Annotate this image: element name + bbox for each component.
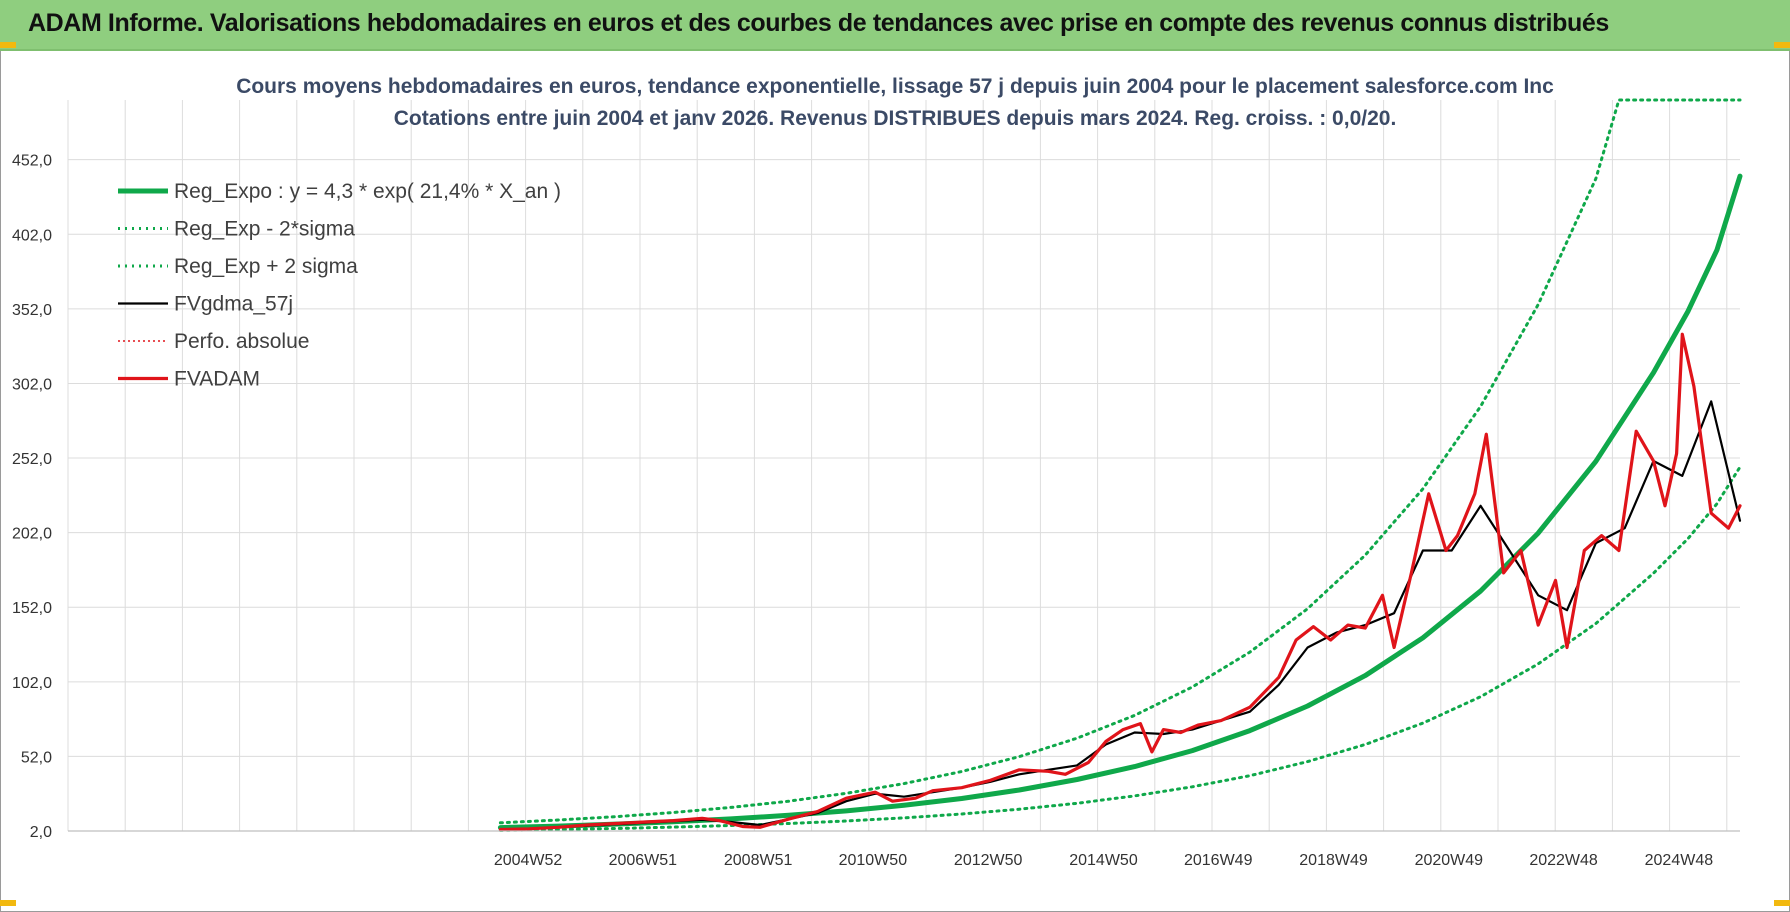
y-tick-label: 452,0 bbox=[12, 153, 52, 170]
corner-marker bbox=[0, 900, 16, 906]
corner-marker bbox=[1774, 42, 1790, 48]
legend-label: Reg_Expo : y = 4,3 * exp( 21,4% * X_an ) bbox=[174, 180, 561, 203]
corner-marker bbox=[1774, 900, 1790, 906]
y-tick-label: 202,0 bbox=[12, 526, 52, 543]
x-tick-label: 2004W52 bbox=[494, 852, 563, 869]
x-tick-label: 2022W48 bbox=[1529, 852, 1598, 869]
axes: 2,0 52,0 102,0 152,0 202,0 252,0 302,0 352,0 402… bbox=[12, 153, 1740, 869]
y-tick-label: 252,0 bbox=[12, 451, 52, 468]
x-tick-label: 2006W51 bbox=[609, 852, 678, 869]
y-tick-label: 52,0 bbox=[21, 749, 52, 766]
corner-marker bbox=[0, 42, 16, 48]
series-line-3 bbox=[499, 400, 1742, 831]
y-tick-label: 352,0 bbox=[12, 302, 52, 319]
legend-label: Reg_Exp - 2*sigma bbox=[174, 218, 355, 241]
y-tick-label: 102,0 bbox=[12, 675, 52, 692]
series-line-1 bbox=[498, 465, 1742, 832]
header-banner: ADAM Informe. Valorisations hebdomadaire… bbox=[0, 0, 1790, 51]
legend-label: Reg_Exp + 2 sigma bbox=[174, 255, 358, 278]
y-tick-label: 402,0 bbox=[12, 227, 52, 244]
chart-title: Cours moyens hebdomadaires en euros, ten… bbox=[236, 75, 1554, 98]
y-tick-label: 152,0 bbox=[12, 600, 52, 617]
y-tick-label: 2,0 bbox=[30, 824, 52, 841]
x-tick-label: 2010W50 bbox=[839, 852, 908, 869]
series-line-5 bbox=[498, 332, 1742, 832]
legend: Reg_Expo : y = 4,3 * exp( 21,4% * X_an )… bbox=[118, 180, 561, 391]
legend-label: FVADAM bbox=[174, 368, 260, 391]
chart-subtitle: Cotations entre juin 2004 et janv 2026. … bbox=[394, 107, 1397, 130]
x-tick-label: 2016W49 bbox=[1184, 852, 1253, 869]
legend-label: Perfo. absolue bbox=[174, 330, 309, 353]
grid bbox=[67, 100, 1740, 832]
legend-label: FVgdma_57j bbox=[174, 293, 293, 316]
x-tick-label: 2024W48 bbox=[1645, 852, 1714, 869]
x-tick-label: 2014W50 bbox=[1069, 852, 1138, 869]
page-title: ADAM Informe. Valorisations hebdomadaire… bbox=[28, 9, 1609, 37]
x-tick-label: 2020W49 bbox=[1415, 852, 1484, 869]
x-tick-label: 2008W51 bbox=[724, 852, 793, 869]
y-tick-label: 302,0 bbox=[12, 376, 52, 393]
series-group bbox=[497, 98, 1743, 832]
x-tick-label: 2012W50 bbox=[954, 852, 1023, 869]
series-line-2 bbox=[498, 98, 1742, 825]
x-tick-label: 2018W49 bbox=[1299, 852, 1368, 869]
series-line-0 bbox=[497, 173, 1743, 831]
